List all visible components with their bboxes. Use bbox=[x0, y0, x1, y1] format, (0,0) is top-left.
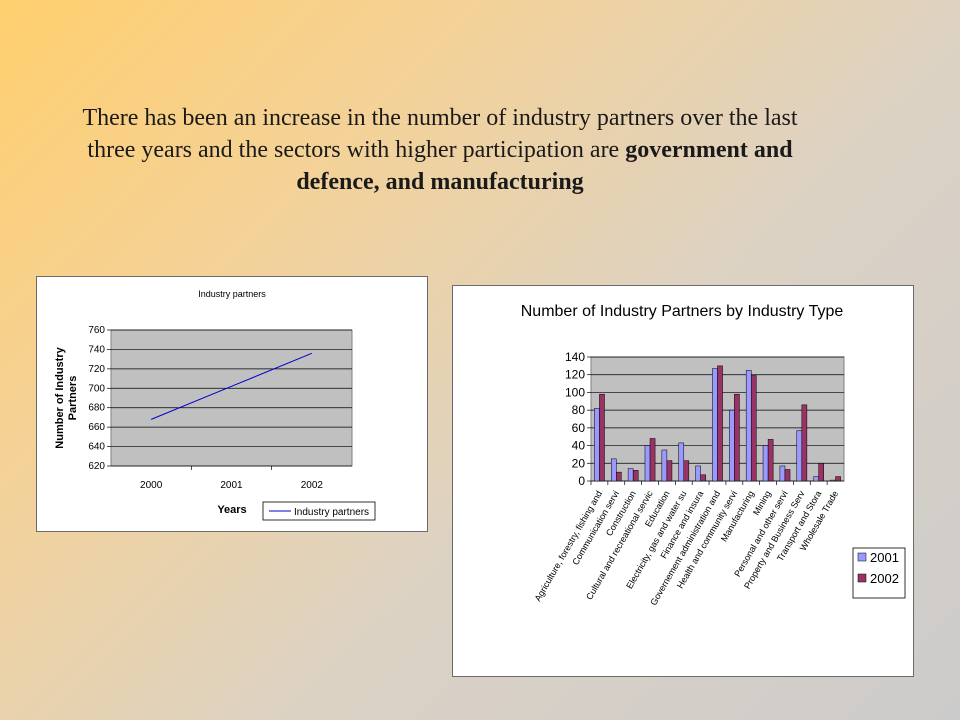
y-axis-label-line: Partners bbox=[67, 376, 79, 421]
bar-2002 bbox=[616, 471, 622, 482]
bar-2001 bbox=[627, 468, 634, 482]
bar-2001 bbox=[610, 458, 617, 482]
slide-headline: There has been an increase in the number… bbox=[80, 102, 800, 198]
bar-2001 bbox=[712, 368, 718, 482]
y-tick-label: 740 bbox=[88, 344, 105, 355]
chart-title: Number of Industry Partners by Industry … bbox=[521, 303, 844, 320]
y-axis-label: Number of IndustryPartners bbox=[54, 346, 79, 448]
bar-2002 bbox=[632, 470, 639, 482]
headline-text: There has been an increase in the number… bbox=[82, 105, 798, 163]
bar-2001 bbox=[813, 476, 819, 482]
y-tick-label: 40 bbox=[572, 439, 586, 453]
plot-area bbox=[110, 329, 353, 467]
bar-2002 bbox=[649, 438, 656, 482]
legend-box bbox=[262, 501, 376, 521]
bar-2002 bbox=[801, 404, 808, 482]
bar-2002 bbox=[818, 463, 825, 482]
line-chart: Industry partners 620 640 660 680 700 720 740 7… bbox=[54, 289, 376, 521]
chart-title: Industry partners bbox=[198, 289, 266, 299]
headline-emphasis: government and defence, and manufacturin… bbox=[296, 137, 793, 195]
bar-2001 bbox=[779, 465, 786, 482]
legend-swatch bbox=[857, 573, 867, 583]
y-tick-label: 640 bbox=[88, 442, 105, 453]
y-tick-label: 20 bbox=[572, 456, 586, 470]
bar-chart-panel: Number of Industry Partners by Industry … bbox=[452, 285, 914, 677]
bar-2002 bbox=[717, 365, 723, 482]
bar-2001 bbox=[661, 449, 668, 482]
y-tick-label: 720 bbox=[88, 364, 105, 375]
y-tick-label: 700 bbox=[88, 383, 105, 394]
bar-2002 bbox=[767, 439, 774, 482]
bar-2001 bbox=[830, 479, 836, 482]
bar-2002 bbox=[700, 474, 706, 482]
y-axis-label-line: Number of Industry bbox=[54, 346, 66, 448]
y-tick-label: 60 bbox=[572, 421, 586, 435]
y-tick-label: 620 bbox=[88, 461, 105, 472]
bar-2002 bbox=[683, 460, 690, 482]
bar-2001 bbox=[678, 442, 685, 482]
bar-2002 bbox=[734, 393, 740, 482]
y-tick-label: 140 bbox=[565, 350, 585, 364]
x-tick-label: 2001 bbox=[220, 480, 243, 491]
chart-legend: 2001 2002 bbox=[852, 547, 906, 599]
y-tick-label: 760 bbox=[88, 325, 105, 336]
y-tick-label: 120 bbox=[565, 368, 585, 382]
bar-2002 bbox=[599, 393, 605, 482]
bar-2001 bbox=[644, 445, 651, 482]
bar-2001 bbox=[796, 430, 803, 482]
line-chart-panel: Industry partners 620 640 660 680 700 720 740 7… bbox=[36, 276, 428, 532]
x-tick-label: 2002 bbox=[301, 480, 324, 491]
y-tick-label: 0 bbox=[578, 474, 585, 488]
bar-2002 bbox=[784, 469, 791, 482]
legend-swatch bbox=[857, 552, 867, 562]
chart-legend: Industry partners bbox=[262, 501, 376, 521]
x-tick-label: 2000 bbox=[140, 480, 163, 491]
bar-chart: Number of Industry Partners by Industry … bbox=[521, 303, 906, 607]
bar-2002 bbox=[666, 460, 673, 482]
bar-2001 bbox=[745, 370, 752, 482]
y-tick-label: 660 bbox=[88, 422, 105, 433]
bar-2001 bbox=[594, 408, 600, 482]
bar-2001 bbox=[729, 409, 735, 482]
y-tick-label: 100 bbox=[565, 385, 585, 399]
x-axis-label: Years bbox=[217, 504, 246, 516]
legend-label: 2002 bbox=[870, 571, 899, 586]
bar-2001 bbox=[695, 465, 701, 482]
bar-2002 bbox=[835, 476, 841, 482]
legend-label: Industry partners bbox=[294, 507, 369, 518]
y-tick-label: 680 bbox=[88, 403, 105, 414]
y-tick-label: 80 bbox=[572, 403, 586, 417]
bar-2001 bbox=[762, 445, 769, 482]
legend-label: 2001 bbox=[870, 550, 899, 565]
bar-2002 bbox=[750, 375, 757, 482]
